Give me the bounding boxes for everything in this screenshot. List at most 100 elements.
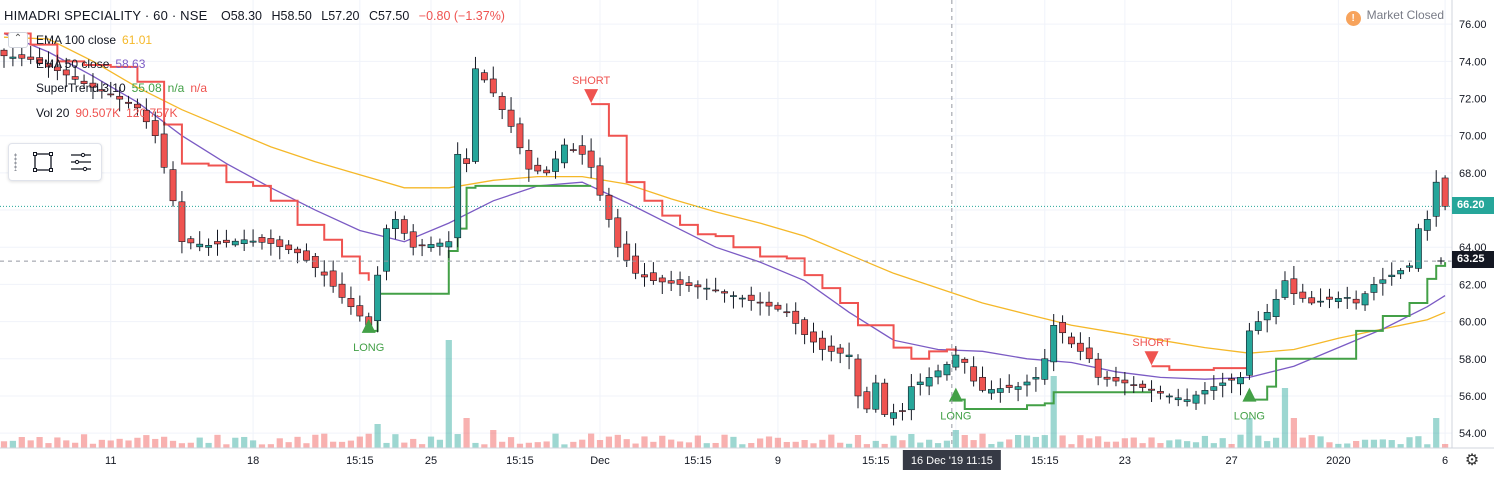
volume-bar: [1388, 440, 1395, 448]
volume-bar: [161, 436, 168, 448]
signal-markers: LONG SHORT LONG SHORT LONG: [353, 75, 1265, 423]
volume-bar: [1103, 441, 1111, 448]
volume-bar: [703, 443, 710, 448]
x-tick-label: 9: [775, 455, 781, 467]
candle-body: [142, 109, 150, 123]
candle-body: [303, 250, 310, 261]
volume-bar: [685, 442, 693, 448]
x-tick-label: Dec: [590, 455, 610, 467]
x-tick-label: 15:15: [506, 455, 534, 467]
close-value: C57.50: [369, 9, 410, 23]
candle-body: [516, 123, 524, 149]
volume-bar: [54, 437, 61, 448]
volume-bar: [543, 441, 550, 448]
volume-bar: [863, 444, 870, 448]
market-status[interactable]: ! Market Closed: [1345, 8, 1444, 26]
change-value: −0.80 (−1.37%): [418, 9, 505, 23]
candle-body: [125, 101, 132, 104]
candle-body: [258, 237, 266, 243]
crosshair-plus-icon: +: [1437, 253, 1446, 270]
grid-lines: [0, 0, 1452, 448]
volume-bar: [1335, 443, 1342, 448]
candle-body: [774, 304, 782, 310]
candle-body: [1237, 377, 1244, 385]
legend-volume[interactable]: Vol 20 90.507K 120.757K: [36, 106, 177, 120]
volume-bar: [1353, 440, 1360, 448]
volume-bar: [63, 440, 70, 448]
volume-bar: [214, 434, 221, 448]
candle-body: [320, 271, 328, 276]
candle-body: [1326, 296, 1333, 300]
candle-body: [552, 158, 559, 172]
candle-body: [863, 391, 871, 410]
drawing-toolbox[interactable]: [8, 143, 102, 181]
candle-body: [1076, 342, 1084, 352]
volume-bar: [1415, 436, 1422, 448]
candle-body: [1299, 291, 1307, 299]
candle-body: [1148, 388, 1155, 391]
volume-bar: [1272, 437, 1280, 448]
rectangle-tool-icon[interactable]: [31, 150, 55, 174]
candle-body: [347, 298, 355, 308]
candle-body: [311, 256, 319, 268]
legend-supertrend[interactable]: SuperTrend 3 10 55.08 n/a n/a: [36, 81, 207, 95]
supertrend-up-line: [1249, 262, 1447, 401]
candle-body: [151, 120, 159, 137]
volume-bar: [285, 442, 292, 448]
volume-bar: [926, 439, 933, 448]
supertrend-extra1: n/a: [167, 81, 185, 95]
volume-bar: [605, 436, 613, 448]
volume-bar: [499, 441, 506, 448]
candle-body: [472, 68, 479, 162]
candle-body: [1415, 228, 1422, 269]
candle-body: [489, 78, 497, 94]
candle-body: [445, 241, 453, 248]
volume-bar: [1326, 442, 1333, 448]
candle-body: [872, 382, 880, 410]
legend-ema100[interactable]: EMA 100 close 61.01: [36, 33, 152, 47]
volume-bar: [401, 442, 408, 448]
candle-body: [107, 93, 115, 96]
volume-bar: [1255, 435, 1262, 448]
candle-body: [1121, 379, 1129, 384]
volume-bar: [1095, 436, 1102, 448]
candle-body: [596, 165, 604, 196]
candle-body: [792, 310, 800, 324]
drag-handle-icon[interactable]: [14, 153, 17, 171]
candle-body: [721, 291, 728, 294]
short-arrow-icon: [584, 89, 599, 104]
candle-body: [427, 244, 435, 249]
volume-bar: [481, 444, 488, 448]
candle-body: [738, 297, 746, 300]
settings-gear-icon[interactable]: ⚙: [1464, 452, 1480, 469]
volume-bar: [676, 441, 684, 448]
volume-bar: [943, 440, 951, 448]
object-tree-icon[interactable]: [69, 150, 93, 174]
candle-body: [587, 150, 595, 168]
volume-bar: [748, 443, 755, 448]
volume-bar: [445, 340, 452, 448]
volume-bar: [1219, 438, 1226, 448]
volume-bar: [1379, 439, 1386, 448]
volume-bar: [552, 433, 559, 448]
candle-body: [1032, 377, 1040, 380]
collapse-legend-button[interactable]: ⌃: [8, 32, 28, 48]
candle-body: [0, 49, 8, 57]
volume-bar: [516, 443, 524, 448]
candle-body: [45, 63, 52, 68]
price-axis: 54.0056.0058.0060.0062.0064.0066.0068.00…: [1451, 0, 1494, 474]
candle-body: [1139, 383, 1147, 388]
crosshair-time-label: 16 Dec '19 11:15: [911, 455, 993, 467]
long-signal-label: LONG: [1234, 411, 1265, 423]
candle-body: [632, 255, 640, 274]
candle-body: [222, 239, 230, 243]
volume-bar: [970, 440, 977, 448]
volume-bar: [1023, 435, 1031, 448]
candle-body: [285, 244, 293, 251]
legend-ema50[interactable]: EMA 50 close 58.63: [36, 57, 145, 71]
candle-body: [765, 301, 773, 307]
volume-bar: [365, 433, 372, 448]
volume-bar: [89, 443, 97, 448]
